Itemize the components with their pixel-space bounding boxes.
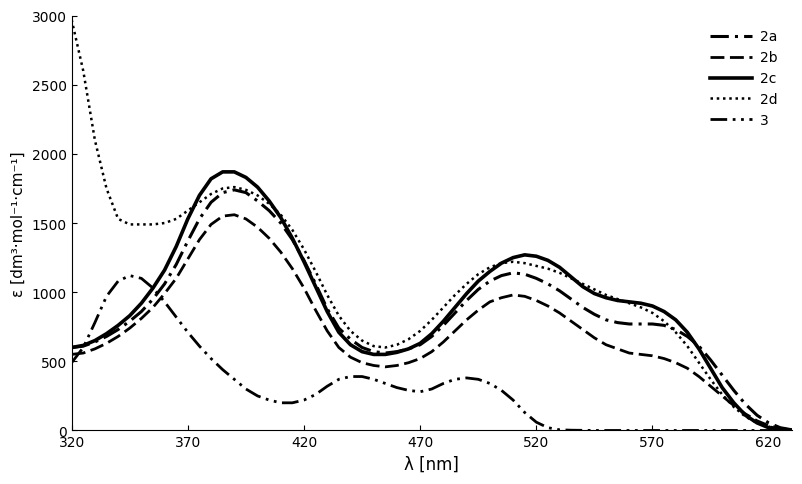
2a xyxy=(786,427,796,433)
X-axis label: λ [nm]: λ [nm] xyxy=(404,455,459,473)
3 xyxy=(415,389,424,395)
2c xyxy=(438,318,448,324)
Line: 2d: 2d xyxy=(71,21,791,430)
2d xyxy=(67,18,76,24)
3 xyxy=(125,273,135,279)
Line: 2a: 2a xyxy=(71,191,791,430)
2d xyxy=(786,427,796,433)
Line: 3: 3 xyxy=(71,276,791,431)
2b xyxy=(577,327,587,333)
Line: 2b: 2b xyxy=(71,215,791,430)
Line: 2c: 2c xyxy=(71,172,791,430)
2d xyxy=(287,227,297,233)
2c xyxy=(775,427,784,433)
2a xyxy=(67,345,76,351)
2a xyxy=(775,425,784,431)
Y-axis label: ε [dm³·mol⁻¹·cm⁻¹]: ε [dm³·mol⁻¹·cm⁻¹] xyxy=(11,151,26,296)
2b xyxy=(775,425,784,431)
2d xyxy=(565,276,575,282)
3 xyxy=(589,428,598,434)
2c xyxy=(415,341,424,347)
2b xyxy=(786,427,796,433)
2b xyxy=(438,339,448,345)
2d xyxy=(264,201,273,207)
3 xyxy=(438,381,448,387)
2b xyxy=(415,356,424,362)
2b xyxy=(299,286,309,291)
2a xyxy=(577,305,587,311)
3 xyxy=(299,397,309,403)
2c xyxy=(299,259,309,265)
2a xyxy=(438,323,448,329)
3 xyxy=(775,428,784,434)
2a xyxy=(415,342,424,348)
2d xyxy=(403,336,413,342)
2c xyxy=(786,427,796,433)
2b xyxy=(276,250,286,256)
3 xyxy=(67,360,76,366)
2c xyxy=(276,215,286,221)
2b xyxy=(67,352,76,358)
2b xyxy=(229,212,239,218)
2c xyxy=(67,345,76,351)
2a xyxy=(229,188,239,194)
2d xyxy=(427,318,436,323)
3 xyxy=(577,427,587,433)
2a xyxy=(276,221,286,227)
2c xyxy=(217,169,227,175)
2a xyxy=(299,258,309,264)
Legend: 2a, 2b, 2c, 2d, 3: 2a, 2b, 2c, 2d, 3 xyxy=(703,24,784,135)
3 xyxy=(276,400,286,406)
2c xyxy=(577,284,587,290)
2d xyxy=(775,426,784,432)
3 xyxy=(786,428,796,434)
